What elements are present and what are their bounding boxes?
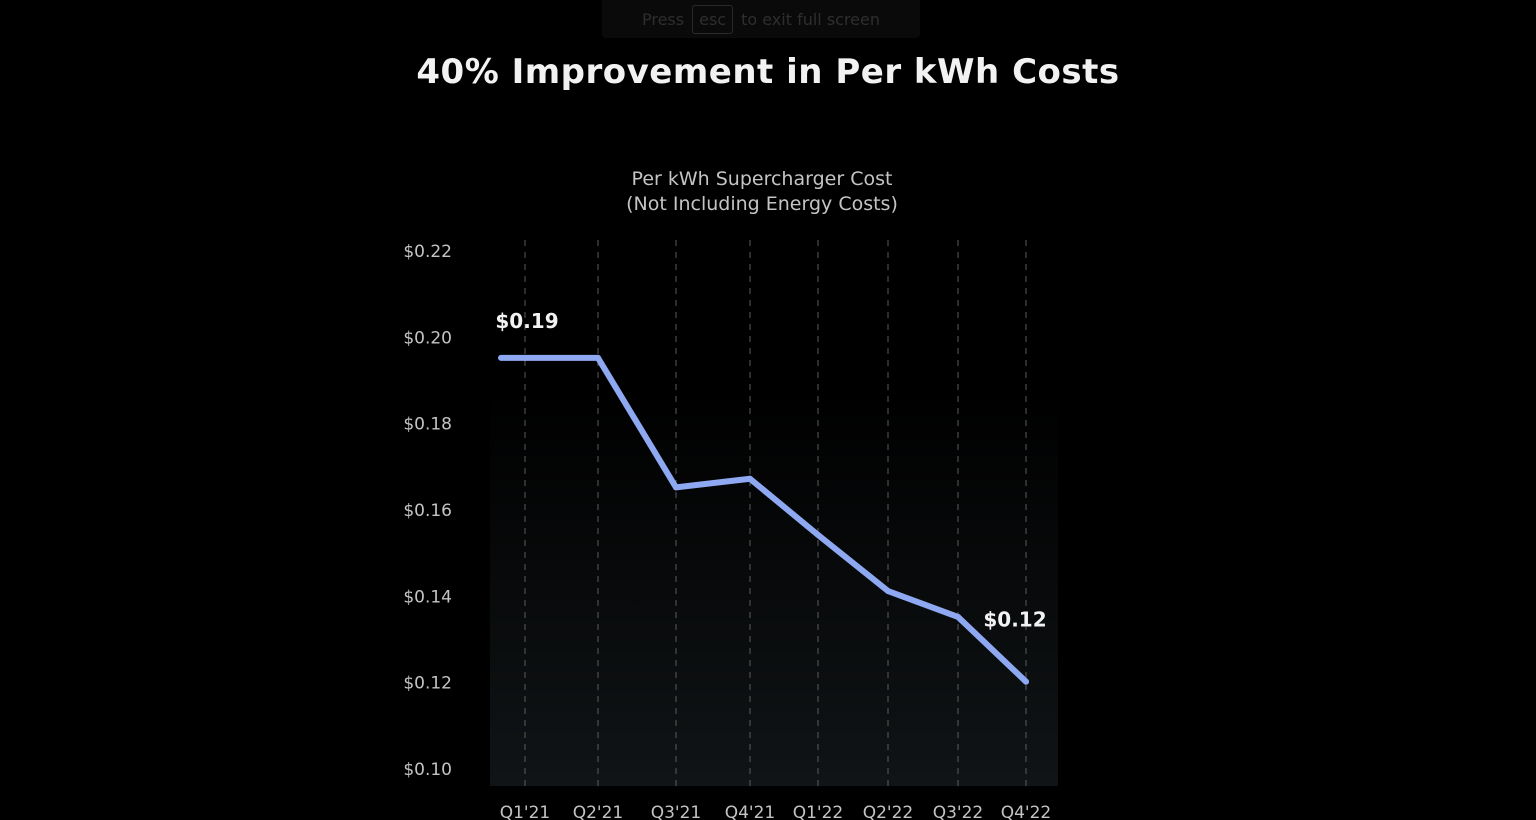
x-axis-ticks: Q1'21 Q2'21 Q3'21 Q4'21 Q1'22 Q2'22 Q3'22 Q4'22 [500, 803, 1052, 820]
chart-title: Per kWh Supercharger Cost [632, 168, 893, 190]
y-tick-label: $0.10 [403, 760, 452, 780]
esc-key-hint: esc [692, 4, 734, 34]
x-tick-label: Q4'22 [1001, 803, 1052, 820]
data-point [522, 354, 528, 361]
fullscreen-notice-suffix: to exit full screen [741, 9, 880, 29]
data-point [955, 613, 961, 620]
y-tick-label: $0.22 [403, 242, 452, 262]
plot-area-background [490, 388, 1058, 786]
series-line [498, 354, 1029, 685]
fullscreen-notice: Press esc to exit full screen [602, 0, 920, 38]
x-tick-label: Q2'22 [863, 803, 914, 820]
x-tick-label: Q1'21 [500, 803, 551, 820]
data-point [595, 354, 601, 361]
data-point [1023, 678, 1029, 685]
fullscreen-notice-prefix: Press [641, 9, 685, 29]
x-tick-label: Q4'21 [725, 803, 776, 820]
data-point [747, 475, 753, 482]
data-point [673, 484, 679, 491]
y-tick-label: $0.20 [403, 328, 452, 348]
data-point [815, 531, 821, 538]
x-tick-label: Q3'21 [651, 803, 702, 820]
x-tick-label: Q3'22 [933, 803, 984, 820]
y-tick-label: $0.16 [403, 501, 452, 521]
x-tick-label: Q1'22 [793, 803, 844, 820]
chart-subtitle: (Not Including Energy Costs) [626, 193, 898, 215]
y-tick-label: $0.14 [403, 587, 452, 607]
y-axis-ticks: $0.22 $0.20 $0.18 $0.16 $0.14 $0.12 $0.10 [403, 242, 452, 780]
data-labels: $0.19 $0.12 [495, 309, 1046, 632]
y-tick-label: $0.12 [403, 674, 452, 694]
data-label: $0.12 [983, 608, 1046, 632]
x-tick-label: Q2'21 [573, 803, 624, 820]
slide-title: 40% Improvement in Per kWh Costs [416, 52, 1120, 92]
data-label: $0.19 [495, 309, 558, 333]
y-tick-label: $0.18 [403, 415, 452, 435]
data-point [885, 588, 891, 595]
